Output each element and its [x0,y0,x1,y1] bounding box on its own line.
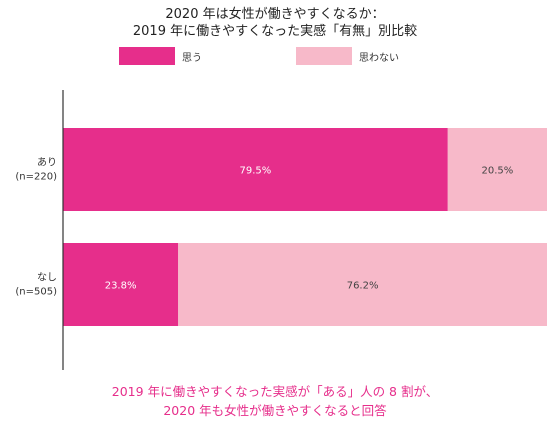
bar-segment-1-1 [178,243,547,326]
legend-swatch-omowanai [296,47,352,65]
chart-title: 2020 年は女性が働きやすくなるか： 2019 年に働きやすくなった実感「有無… [0,6,550,40]
legend-item-omowanai: 思わない [296,47,399,65]
footnote-line-1: 2019 年に働きやすくなった実感が「ある」人の 8 割が、 [111,384,439,399]
category-label-1-1: (n=505) [15,287,57,298]
bar-segment-0-0 [63,128,448,211]
legend-label-omou: 思う [182,52,202,64]
chart-title-line-1: 2020 年は女性が働きやすくなるか： [165,7,385,22]
legend-swatch-omou [119,47,175,65]
data-label-1-1: 76.2% [347,281,379,292]
legend-item-omou: 思う [119,47,202,65]
category-label-1-0: なし [37,272,57,284]
legend-label-omowanai: 思わない [359,52,399,64]
footnote: 2019 年に働きやすくなった実感が「ある」人の 8 割が、 2020 年も女性… [0,382,550,420]
data-label-0-0: 79.5% [239,166,271,177]
category-label-0-0: あり [37,157,57,169]
chart-legend: 思う 思わない [0,47,550,67]
bar-segment-1-0 [63,243,179,326]
data-label-0-1: 20.5% [481,166,513,177]
footnote-line-2: 2020 年も女性が働きやすくなると回答 [163,403,387,418]
bar-segment-0-1 [447,128,547,211]
category-label-0-1: (n=220) [15,172,57,183]
data-label-1-0: 23.8% [105,281,137,292]
chart-title-line-2: 2019 年に働きやすくなった実感「有無」別比較 [132,24,418,39]
